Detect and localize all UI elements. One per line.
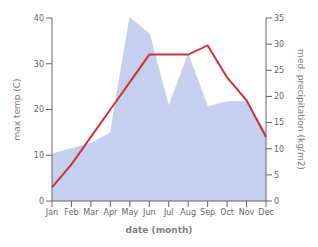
svg-text:0: 0 <box>274 197 279 206</box>
svg-text:20: 20 <box>34 105 44 114</box>
svg-text:Dec: Dec <box>258 208 273 217</box>
svg-text:May: May <box>122 208 139 217</box>
svg-text:Nov: Nov <box>239 208 255 217</box>
svg-text:35: 35 <box>274 14 284 23</box>
svg-text:0: 0 <box>39 197 44 206</box>
svg-text:date (month): date (month) <box>126 225 193 235</box>
svg-text:Oct: Oct <box>220 208 234 217</box>
svg-text:5: 5 <box>274 171 279 180</box>
svg-text:30: 30 <box>274 40 284 49</box>
svg-text:Apr: Apr <box>103 208 118 217</box>
svg-text:30: 30 <box>34 60 44 69</box>
svg-text:Jul: Jul <box>163 208 174 217</box>
svg-text:10: 10 <box>274 145 284 154</box>
svg-text:Sep: Sep <box>200 208 215 217</box>
svg-text:Mar: Mar <box>83 208 99 217</box>
svg-text:25: 25 <box>274 66 284 75</box>
svg-text:40: 40 <box>34 14 44 23</box>
svg-text:max temp (C): max temp (C) <box>12 78 22 140</box>
svg-text:10: 10 <box>34 151 44 160</box>
svg-text:15: 15 <box>274 118 284 127</box>
svg-text:Jan: Jan <box>45 208 58 217</box>
svg-text:20: 20 <box>274 92 284 101</box>
svg-text:Aug: Aug <box>180 208 196 217</box>
svg-text:Feb: Feb <box>64 208 78 217</box>
svg-text:med. precipitation (kg/m2): med. precipitation (kg/m2) <box>296 49 306 170</box>
svg-text:Jun: Jun <box>142 208 156 217</box>
